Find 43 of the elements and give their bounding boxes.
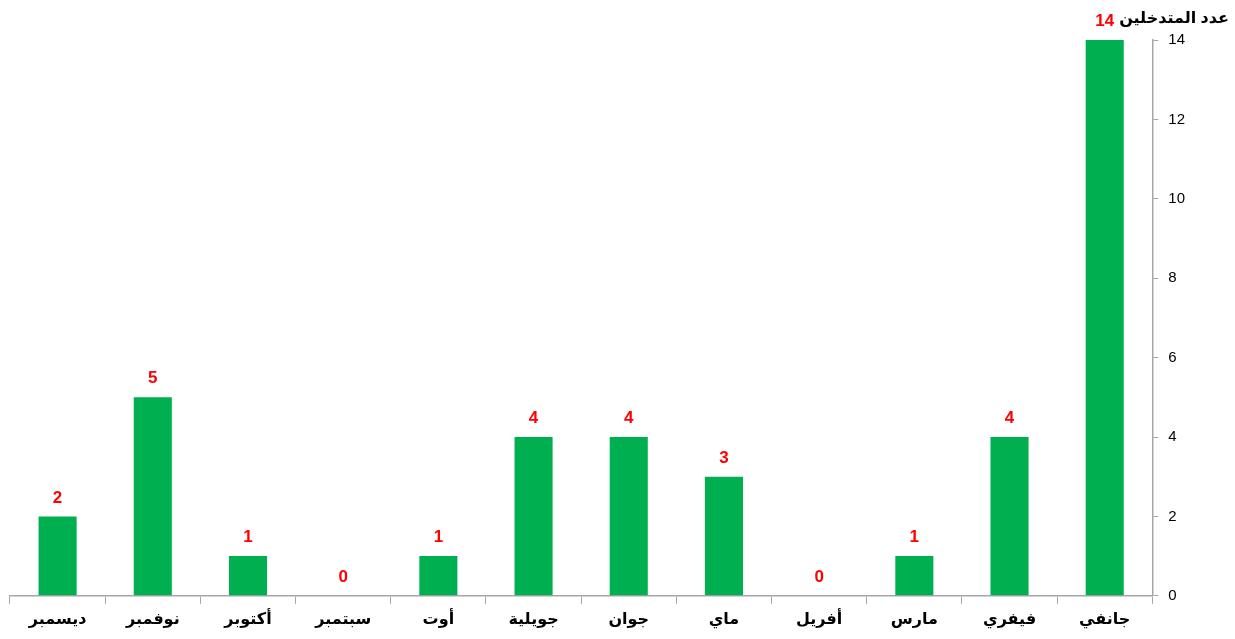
x-tick-label: مارس xyxy=(890,609,938,628)
bar xyxy=(228,556,268,596)
y-tick-label: 10 xyxy=(1168,188,1185,206)
data-label: 14 xyxy=(1095,11,1115,31)
y-tick-label: 6 xyxy=(1168,347,1177,365)
y-tick-label: 2 xyxy=(1168,506,1177,524)
bar xyxy=(704,476,743,596)
x-tick-label: فيفري xyxy=(982,609,1037,629)
data-label: 2 xyxy=(52,487,63,507)
bar xyxy=(895,556,934,596)
data-label: 4 xyxy=(1004,408,1015,428)
y-tick-label: 8 xyxy=(1168,268,1177,286)
x-tick-label: أفريل xyxy=(796,607,843,628)
y-tick-label: 14 xyxy=(1168,30,1185,48)
y-tick-label: 4 xyxy=(1168,427,1177,445)
data-label: 1 xyxy=(433,527,444,547)
x-tick-label: ديسمبر xyxy=(27,609,87,628)
x-tick-label: أوت xyxy=(422,607,455,628)
x-tick-label: جوان xyxy=(608,609,650,628)
bar xyxy=(419,556,458,596)
bar xyxy=(609,437,648,596)
y-tick-label: 0 xyxy=(1168,585,1177,603)
data-label: 1 xyxy=(909,527,920,547)
bar xyxy=(514,437,553,596)
bar xyxy=(990,437,1029,596)
data-label: 4 xyxy=(624,408,635,428)
x-tick-label: جويلية xyxy=(508,609,559,628)
x-tick-label: سبتمبر xyxy=(314,609,372,628)
y-tick-label: 12 xyxy=(1168,109,1185,127)
data-label: 5 xyxy=(148,368,158,388)
bar xyxy=(38,516,77,596)
data-label: 4 xyxy=(528,408,539,428)
data-label: 3 xyxy=(719,447,729,467)
y-axis-title: عدد المتدخلين xyxy=(1119,8,1229,27)
data-label: 0 xyxy=(338,566,348,586)
data-label: 0 xyxy=(814,566,824,586)
x-tick-label: نوفمبر xyxy=(124,609,180,628)
x-tick-label: أكتوبر xyxy=(223,607,272,628)
data-label: 1 xyxy=(243,527,253,547)
bar xyxy=(133,397,172,596)
x-tick-label: جانفي xyxy=(1079,609,1131,629)
x-tick-label: ماي xyxy=(708,609,740,629)
bar xyxy=(1085,40,1124,596)
